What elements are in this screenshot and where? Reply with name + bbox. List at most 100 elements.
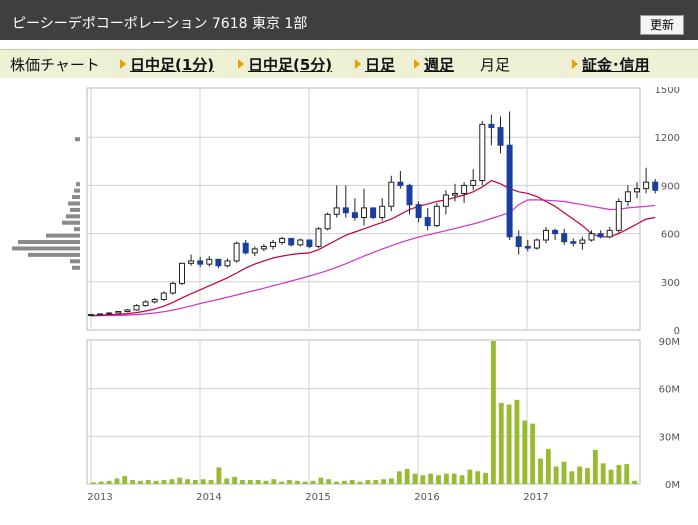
volume-bar bbox=[153, 480, 159, 484]
candle bbox=[588, 230, 595, 242]
tab-margin-credit-label: 証金･信用 bbox=[582, 56, 650, 74]
volume-bar bbox=[412, 473, 418, 484]
candle bbox=[452, 183, 458, 202]
year-axis-tick-label: 2017 bbox=[523, 492, 548, 503]
candle bbox=[442, 190, 449, 215]
candle bbox=[624, 185, 631, 207]
candle bbox=[233, 241, 240, 263]
volume-bar bbox=[600, 463, 606, 484]
year-axis-tick-label: 2013 bbox=[87, 492, 112, 503]
histogram-bar bbox=[12, 246, 80, 251]
volume-bar bbox=[396, 471, 402, 484]
volume-bar bbox=[263, 480, 269, 484]
histogram-bar bbox=[70, 207, 80, 212]
volume-bar bbox=[616, 464, 622, 484]
price-axis-tick-label: 300 bbox=[661, 278, 680, 289]
tab-monthly-label: 月足 bbox=[480, 56, 511, 74]
volume-bar bbox=[475, 471, 481, 484]
arrow-right-icon bbox=[572, 58, 578, 69]
year-axis-tick-label: 2016 bbox=[414, 492, 439, 503]
candle bbox=[306, 239, 313, 249]
volume-bar bbox=[389, 478, 394, 484]
candle bbox=[488, 114, 495, 146]
tab-margin-credit[interactable]: 証金･信用 bbox=[572, 54, 650, 75]
candle bbox=[160, 291, 167, 302]
volume-bar bbox=[287, 480, 292, 484]
volume-axis-tick-label: 60M bbox=[659, 385, 680, 396]
volume-bar bbox=[561, 461, 567, 484]
tab-intraday-1min-label: 日中足(1分) bbox=[130, 56, 215, 74]
volume-bar bbox=[208, 480, 214, 484]
tab-daily[interactable]: 日足 bbox=[355, 54, 395, 75]
volume-bar bbox=[326, 479, 332, 484]
candle bbox=[361, 188, 367, 226]
refresh-button[interactable]: 更新 bbox=[640, 15, 684, 35]
volume-bar bbox=[357, 481, 363, 484]
candle bbox=[570, 238, 577, 247]
volume-bar bbox=[522, 420, 528, 484]
volume-bar bbox=[271, 479, 277, 484]
candle bbox=[260, 244, 267, 252]
candle bbox=[142, 300, 149, 307]
volume-bar bbox=[428, 473, 434, 484]
tab-weekly[interactable]: 週足 bbox=[414, 54, 454, 75]
candle bbox=[388, 175, 395, 212]
volume-bar bbox=[200, 479, 206, 484]
candle bbox=[506, 111, 513, 241]
histogram-bar bbox=[72, 195, 80, 200]
volume-bar bbox=[216, 467, 222, 484]
candle bbox=[288, 237, 295, 247]
chart-period-tabs: 株価チャート 日中足(1分) 日中足(5分) 日足 週足 月足 証金･信用 bbox=[0, 49, 698, 78]
price-axis-tick-label: 600 bbox=[661, 230, 680, 241]
histogram-bar bbox=[68, 201, 80, 206]
volume-bar bbox=[569, 471, 575, 484]
volume-bar bbox=[232, 476, 238, 484]
price-axis-tick-label: 1500 bbox=[655, 87, 680, 96]
price-axis-tick-label: 0 bbox=[674, 326, 680, 337]
histogram-bar bbox=[76, 182, 80, 187]
volume-bar bbox=[341, 480, 347, 484]
candle bbox=[242, 240, 249, 255]
price-volume-histogram bbox=[12, 137, 80, 270]
volume-bar bbox=[404, 468, 410, 484]
candle bbox=[88, 313, 94, 317]
volume-bar bbox=[255, 480, 261, 484]
volume-bar bbox=[381, 479, 387, 484]
candle bbox=[315, 227, 322, 249]
tab-intraday-5min[interactable]: 日中足(5分) bbox=[238, 54, 332, 75]
volume-bar bbox=[624, 464, 630, 484]
candle bbox=[297, 238, 304, 247]
volume-bar bbox=[506, 404, 512, 484]
volume-bar bbox=[334, 481, 339, 484]
volume-bar bbox=[577, 466, 583, 484]
tab-intraday-1min[interactable]: 日中足(1分) bbox=[120, 54, 214, 75]
candle bbox=[652, 178, 659, 194]
volume-bar bbox=[490, 341, 496, 484]
volume-bar bbox=[98, 481, 104, 484]
volume-axis-tick-label: 90M bbox=[659, 337, 680, 348]
volume-bar bbox=[420, 475, 426, 484]
candle bbox=[279, 236, 286, 245]
candle bbox=[415, 201, 422, 223]
arrow-right-icon bbox=[238, 58, 244, 69]
volume-bar bbox=[553, 466, 559, 484]
volume-bar bbox=[185, 479, 190, 484]
moving-average-long bbox=[90, 199, 656, 317]
histogram-bar bbox=[18, 240, 80, 245]
candle bbox=[206, 256, 213, 267]
volume-bar bbox=[145, 480, 151, 484]
page-title: ピーシーデポコーポレーション 7618 東京 1部 bbox=[12, 16, 308, 32]
volume-bar bbox=[436, 475, 441, 484]
candle bbox=[333, 185, 340, 218]
candle bbox=[97, 313, 104, 316]
candle bbox=[424, 207, 431, 231]
candle bbox=[461, 182, 468, 204]
price-axis-tick-label: 900 bbox=[661, 181, 680, 192]
candle bbox=[433, 203, 440, 228]
histogram-bar bbox=[46, 233, 80, 238]
histogram-bar bbox=[74, 227, 80, 232]
volume-bar bbox=[538, 458, 543, 484]
tab-intraday-5min-label: 日中足(5分) bbox=[248, 56, 333, 74]
candle bbox=[224, 258, 231, 268]
tab-stock-chart: 株価チャート bbox=[10, 54, 100, 75]
